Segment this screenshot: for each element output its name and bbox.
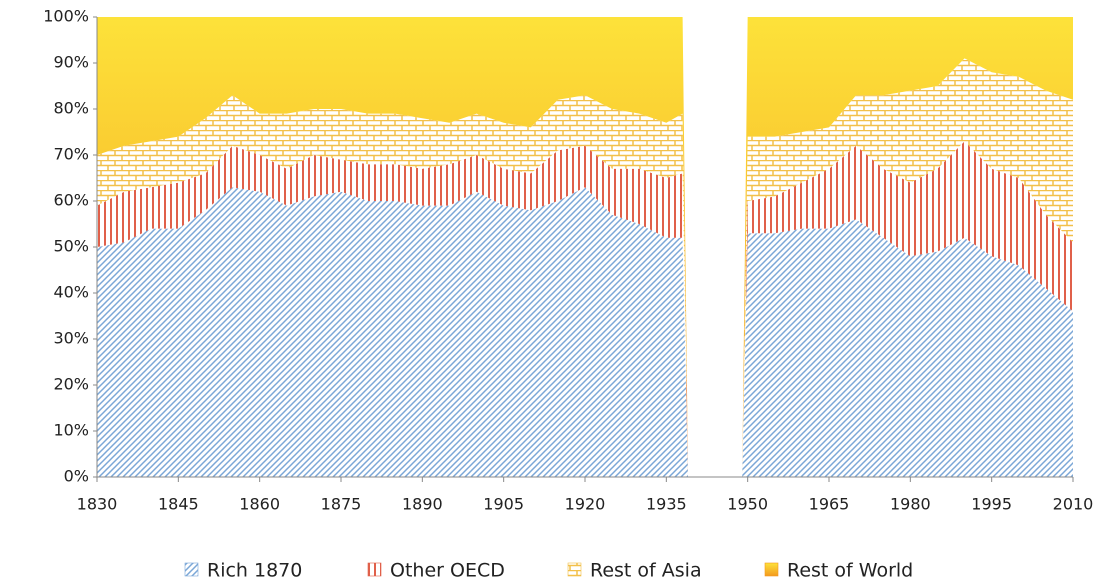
x-tick-label: 1920 bbox=[565, 495, 606, 514]
area bbox=[97, 187, 1073, 477]
legend-swatch bbox=[367, 562, 382, 577]
x-tick-label: 1965 bbox=[809, 495, 850, 514]
x-tick-label: 1830 bbox=[77, 495, 118, 514]
area bbox=[97, 141, 1073, 477]
legend-swatch bbox=[764, 562, 779, 577]
y-tick-label: 30% bbox=[53, 329, 89, 348]
legend-label: Rich 1870 bbox=[207, 560, 302, 582]
y-tick-label: 50% bbox=[53, 237, 89, 256]
x-tick-label: 1980 bbox=[890, 495, 931, 514]
legend: Rich 1870 Other OECD Rest of Asia Rest of W… bbox=[184, 560, 913, 582]
legend-label: Rest of Asia bbox=[590, 560, 702, 582]
area bbox=[97, 17, 1073, 477]
x-tick-label: 1860 bbox=[239, 495, 280, 514]
x-tick-label: 1890 bbox=[402, 495, 443, 514]
x-tick-label: 1935 bbox=[646, 495, 687, 514]
legend-label: Rest of World bbox=[787, 560, 913, 582]
y-tick-label: 10% bbox=[53, 421, 89, 440]
y-tick-label: 60% bbox=[53, 191, 89, 210]
y-tick-label: 40% bbox=[53, 283, 89, 302]
x-tick-label: 2010 bbox=[1053, 495, 1094, 514]
y-tick-label: 100% bbox=[43, 7, 89, 26]
y-tick-label: 90% bbox=[53, 53, 89, 72]
area bbox=[97, 58, 1073, 478]
x-tick-label: 1845 bbox=[158, 495, 199, 514]
legend-swatch bbox=[567, 562, 582, 577]
y-tick-label: 70% bbox=[53, 145, 89, 164]
y-tick-label: 0% bbox=[64, 467, 89, 486]
y-tick-label: 20% bbox=[53, 375, 89, 394]
x-tick-label: 1905 bbox=[483, 495, 524, 514]
legend-swatch bbox=[184, 562, 199, 577]
x-tick-label: 1875 bbox=[321, 495, 362, 514]
y-tick-label: 80% bbox=[53, 99, 89, 118]
x-tick-label: 1995 bbox=[971, 495, 1012, 514]
x-tick-label: 1950 bbox=[727, 495, 768, 514]
legend-label: Other OECD bbox=[390, 560, 505, 582]
